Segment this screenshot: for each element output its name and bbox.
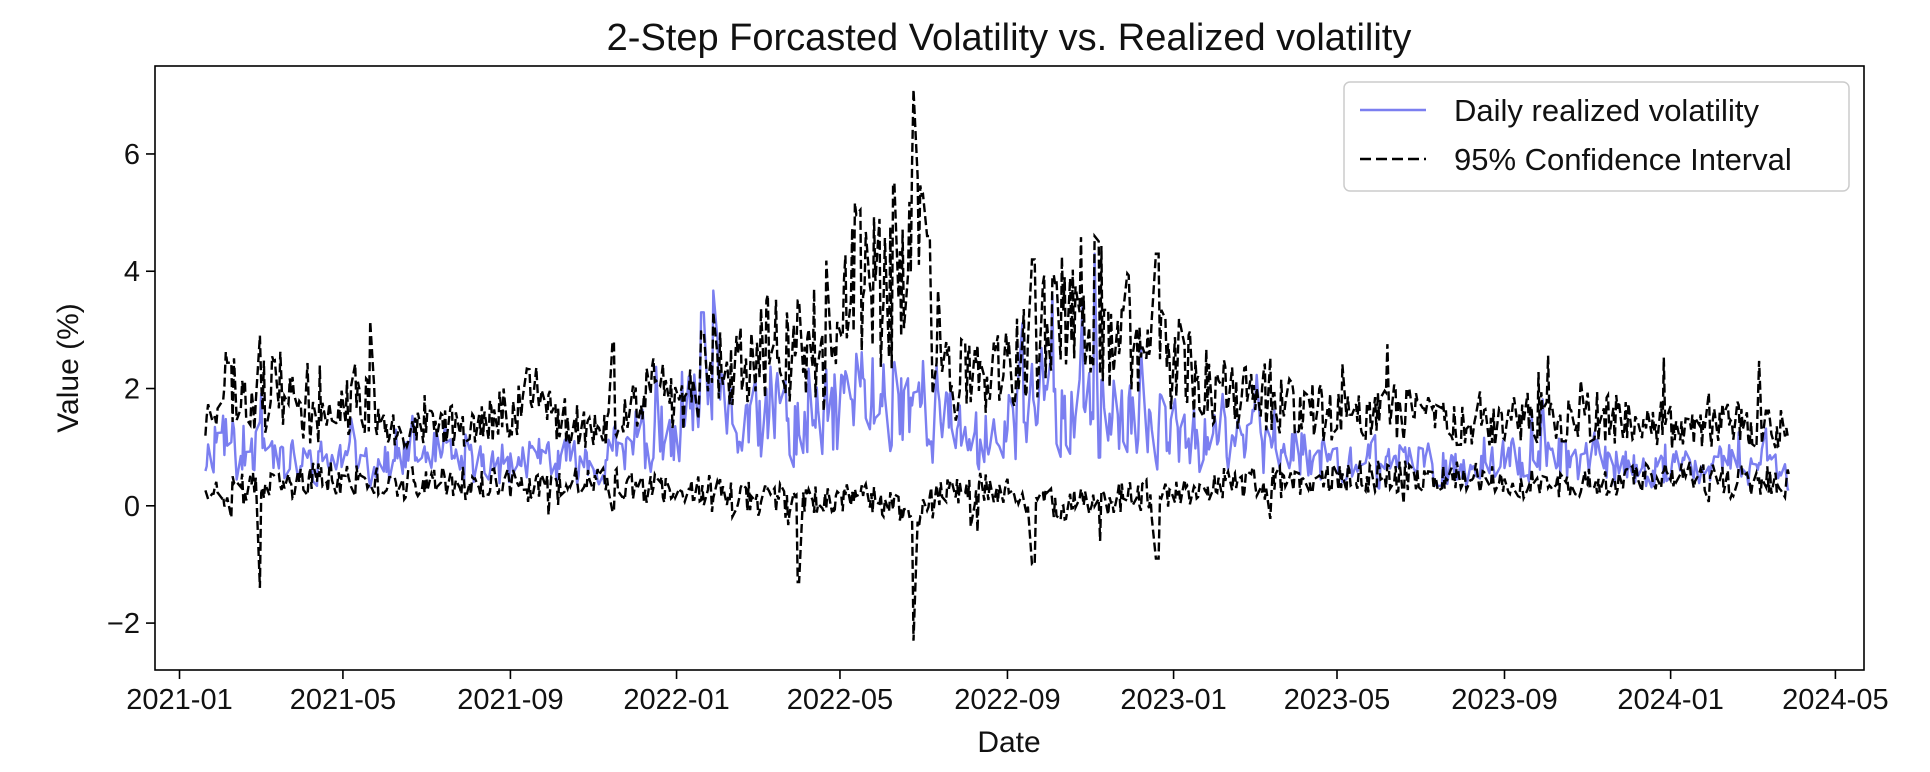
y-axis-ticks: −2 0 2 4 6 — [107, 139, 155, 640]
x-tick-label: 2024-01 — [1617, 684, 1723, 716]
series-ci-upper-line — [204, 89, 1790, 451]
y-tick-label: 2 — [124, 374, 140, 406]
series-layer — [204, 89, 1791, 641]
legend: Daily realized volatility 95% Confidence… — [1343, 81, 1850, 192]
x-tick-label: 2021-05 — [290, 684, 396, 716]
y-tick-label: 0 — [124, 491, 140, 523]
y-axis-title: Value (%) — [52, 303, 85, 433]
legend-realized-label: Daily realized volatility — [1454, 93, 1759, 128]
x-tick-label: 2022-01 — [623, 684, 729, 716]
legend-ci-label: 95% Confidence Interval — [1454, 142, 1792, 177]
legend-box — [1343, 81, 1850, 192]
x-tick-label: 2022-09 — [954, 684, 1060, 716]
plot-frame — [154, 65, 1865, 671]
chart-title: 2-Step Forcasted Volatility vs. Realized… — [607, 17, 1412, 59]
x-tick-label: 2021-09 — [457, 684, 563, 716]
y-tick-label: 6 — [124, 139, 140, 171]
y-tick-label: 4 — [124, 256, 140, 288]
x-tick-label: 2021-01 — [126, 684, 232, 716]
x-tick-label: 2024-05 — [1782, 684, 1888, 716]
y-tick-label: −2 — [107, 608, 140, 640]
x-tick-label: 2023-05 — [1284, 684, 1390, 716]
x-axis-ticks: 2021-01 2021-05 2021-09 2022-01 2022-05 2022-… — [126, 670, 1889, 716]
x-tick-label: 2022-05 — [787, 684, 893, 716]
x-tick-label: 2023-09 — [1451, 684, 1557, 716]
series-ci-lower-line — [204, 460, 1791, 641]
x-tick-label: 2023-01 — [1120, 684, 1226, 716]
x-axis-title: Date — [977, 726, 1040, 759]
series-realized-volatility-line — [204, 252, 1790, 491]
